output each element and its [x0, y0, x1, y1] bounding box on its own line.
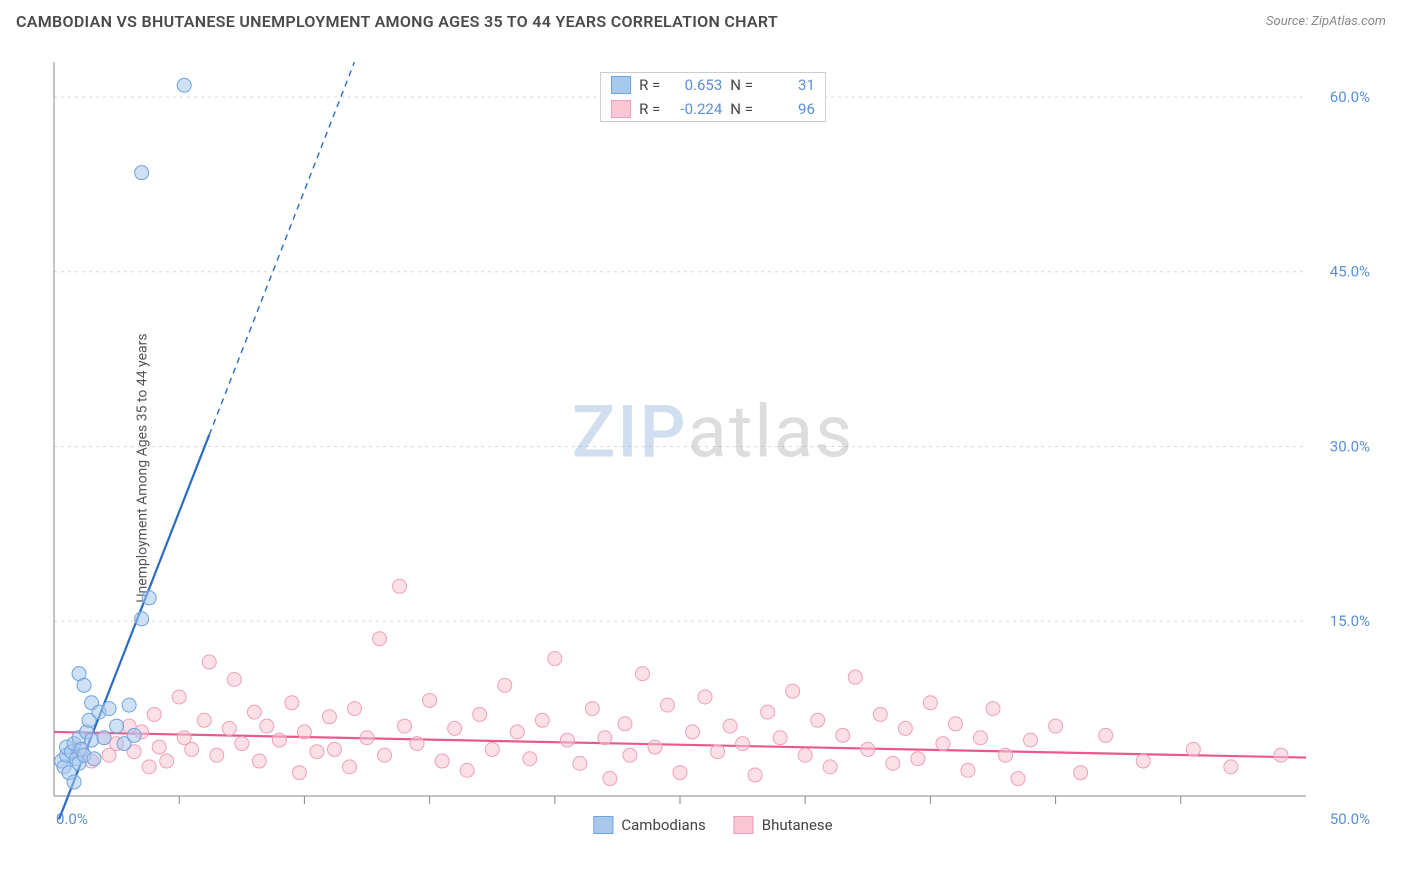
swatch-icon: [734, 816, 754, 834]
chart-title: CAMBODIAN VS BHUTANESE UNEMPLOYMENT AMON…: [16, 12, 778, 31]
r-label: R =: [639, 76, 660, 94]
legend-series: Cambodians Bhutanese: [593, 816, 832, 834]
r-label: R =: [639, 100, 660, 118]
svg-text:45.0%: 45.0%: [1330, 263, 1370, 281]
scatter-plot: 15.0%30.0%45.0%60.0%0.0%50.0% ZIPatlas R…: [48, 58, 1378, 838]
n-value: 31: [759, 76, 815, 94]
chart-header: CAMBODIAN VS BHUTANESE UNEMPLOYMENT AMON…: [0, 0, 1406, 39]
svg-text:50.0%: 50.0%: [1330, 810, 1370, 828]
legend-label: Bhutanese: [762, 816, 833, 834]
chart-area: Unemployment Among Ages 35 to 44 years 1…: [0, 44, 1406, 892]
legend-label: Cambodians: [621, 816, 705, 834]
n-label: N =: [730, 100, 753, 118]
svg-text:60.0%: 60.0%: [1330, 88, 1370, 106]
swatch-icon: [593, 816, 613, 834]
legend-item-bhutanese: Bhutanese: [734, 816, 833, 834]
swatch-icon: [611, 76, 631, 94]
legend-stats: R = 0.653 N = 31 R = -0.224 N = 96: [600, 72, 826, 122]
svg-text:30.0%: 30.0%: [1330, 437, 1370, 455]
n-label: N =: [730, 76, 753, 94]
legend-item-cambodians: Cambodians: [593, 816, 705, 834]
source-label: Source: ZipAtlas.com: [1266, 14, 1386, 29]
svg-text:15.0%: 15.0%: [1330, 612, 1370, 630]
swatch-icon: [611, 100, 631, 118]
n-value: 96: [759, 100, 815, 118]
legend-stats-row-1: R = -0.224 N = 96: [601, 97, 825, 121]
chart-svg: 15.0%30.0%45.0%60.0%0.0%50.0%: [48, 58, 1378, 838]
legend-stats-row-0: R = 0.653 N = 31: [601, 73, 825, 97]
r-value: -0.224: [666, 100, 722, 118]
r-value: 0.653: [666, 76, 722, 94]
